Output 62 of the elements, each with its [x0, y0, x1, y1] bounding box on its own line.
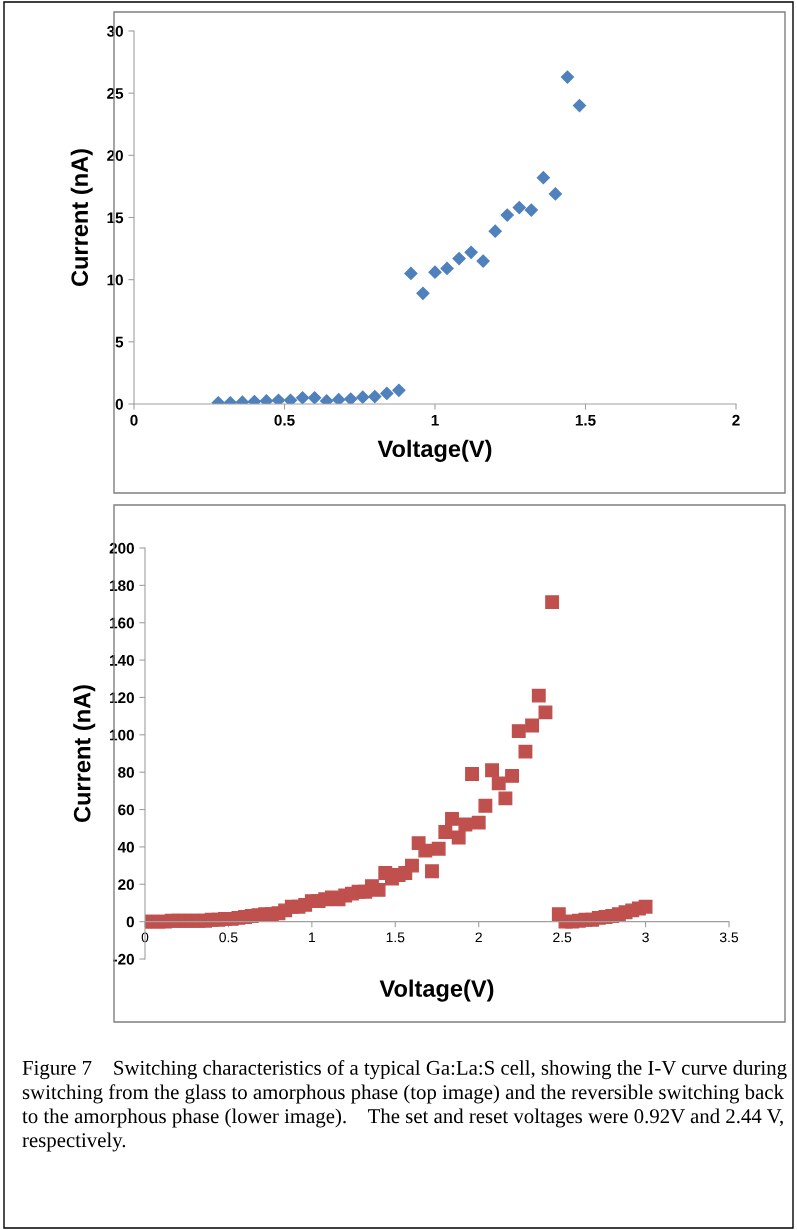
point: [524, 203, 538, 217]
point: [356, 390, 370, 404]
point: [332, 393, 346, 404]
x-axis-title: Voltage(V): [377, 439, 492, 462]
y-tick-label: 30: [106, 25, 123, 37]
y-axis-title: Current (nA): [70, 149, 93, 287]
y-tick-label: 80: [118, 767, 134, 778]
x-axis-title: Voltage(V): [379, 979, 494, 1002]
y-tick-label: 60: [118, 804, 134, 816]
y-tick-label: 40: [117, 841, 134, 853]
point: [500, 208, 514, 222]
x-tick-label: 2: [475, 932, 482, 943]
x-tick-label: 1.5: [386, 932, 405, 943]
y-tick-label: 180: [110, 580, 134, 592]
point: [464, 245, 478, 259]
x-tick-label: 1: [309, 932, 316, 943]
point: [476, 254, 490, 268]
point: [536, 171, 550, 185]
point: [548, 187, 562, 201]
x-tick-label: 0.5: [274, 414, 295, 426]
y-tick-label: 0: [115, 398, 123, 410]
y-tick-label: 20: [118, 879, 134, 890]
point: [392, 383, 406, 397]
x-tick-label: 0.5: [219, 932, 238, 943]
y-tick-label: 120: [110, 692, 134, 704]
point: [271, 393, 286, 404]
point: [488, 224, 502, 238]
y-tick-label: 140: [110, 654, 134, 666]
y-tick-label: 15: [107, 212, 124, 224]
y-tick-label: 200: [109, 542, 134, 554]
point: [452, 251, 466, 266]
point: [404, 266, 418, 281]
y-axis-title: Current (nA): [73, 685, 96, 823]
x-tick-label: 1: [431, 414, 439, 426]
point: [512, 200, 526, 215]
point: [283, 393, 298, 404]
y-tick-label: -20: [113, 953, 134, 965]
y-tick-label: 0: [126, 916, 134, 928]
x-tick-label: 1.5: [575, 414, 596, 426]
y-tick-label: 20: [107, 150, 123, 162]
point: [308, 391, 322, 404]
point: [380, 386, 394, 401]
point: [440, 261, 454, 276]
point: [416, 286, 430, 300]
y-tick-label: 10: [107, 274, 123, 286]
x-tick-label: 3: [642, 932, 649, 943]
point: [428, 265, 442, 279]
caption: Figure 7 Switching characteristics of a typical Ga:La:S cell, showing the I-V curve during switching from the glass to amorphous phase (top image) and the reversible switching back to the amorphous phase (lower image). The set and reset voltages were 0.92V and 2.44 V, respectively.: [22, 1060, 787, 1152]
x-tick-label: 2: [732, 414, 740, 426]
x-tick-label: 0: [141, 932, 149, 943]
x-tick-label: 3.5: [719, 932, 739, 943]
point: [344, 392, 358, 404]
point: [368, 389, 382, 404]
point: [572, 99, 587, 113]
y-tick-label: 5: [115, 336, 124, 348]
x-tick-label: 2.5: [553, 932, 572, 943]
y-tick-label: 100: [110, 729, 134, 741]
y-tick-label: 160: [110, 617, 134, 629]
y-tick-label: 25: [107, 88, 124, 99]
point: [295, 391, 310, 404]
point: [560, 70, 575, 84]
point: [320, 394, 334, 404]
